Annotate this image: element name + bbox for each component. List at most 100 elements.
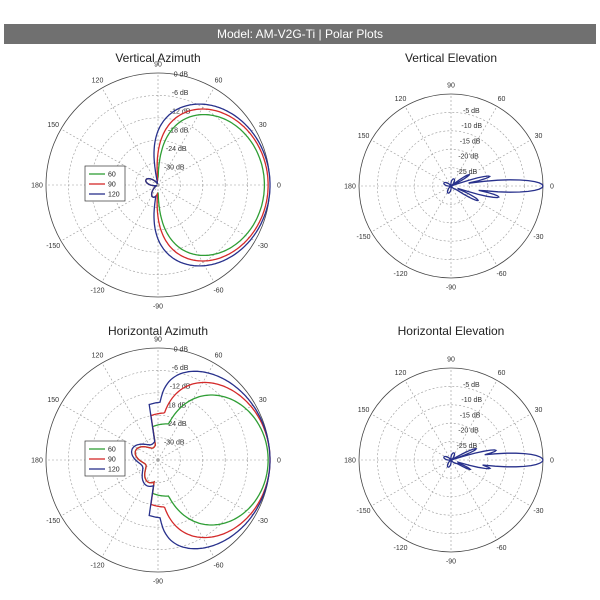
series-line-pattern (443, 173, 544, 202)
series-line-90 (134, 381, 271, 539)
angle-tick-label: -120 (393, 545, 407, 552)
legend: 60 90 120 (84, 440, 126, 477)
grid-spoke (371, 139, 452, 187)
radial-label: -6 dB (172, 90, 189, 97)
grid-ring (135, 162, 181, 208)
angle-tick-label: 120 (395, 370, 407, 377)
grid-spoke (157, 459, 215, 558)
radial-label: -15 dB (460, 138, 481, 145)
polar-chart-3: Horizontal Azimuth 0 30 60 90 120 150 180 -150 -1… (31, 324, 281, 586)
angle-tick-label: -60 (496, 271, 506, 278)
angle-tick-label: 60 (498, 370, 506, 377)
grid-ring (395, 404, 507, 516)
radial-label: -24 dB (166, 146, 187, 153)
grid-spoke (450, 459, 531, 507)
legend-entry: 60 (108, 447, 116, 454)
legend-entry: 120 (108, 192, 120, 199)
radial-label: -18 dB (168, 127, 189, 134)
angle-tick-label: 90 (154, 337, 162, 344)
grid-spoke (157, 184, 215, 283)
radial-label: -12 dB (170, 384, 191, 391)
legend-entry: 60 (108, 172, 116, 179)
polar-chart-4: Horizontal Elevation 0 30 60 90 120 150 180 -150… (344, 324, 554, 566)
angle-tick-label: -90 (446, 285, 456, 292)
page-header: Model: AM-V2G-Ti | Polar Plots (4, 24, 596, 44)
grid-spoke (450, 139, 531, 187)
angle-tick-label: 90 (447, 357, 455, 364)
grid-spoke (450, 380, 498, 461)
radial-label: -25 dB (457, 443, 478, 450)
radial-label: -5 dB (463, 108, 480, 115)
angle-tick-label: -150 (46, 518, 60, 525)
grid-spoke (101, 184, 159, 283)
angle-tick-label: 0 (550, 184, 554, 191)
radial-label: -20 dB (458, 428, 479, 435)
radial-label: -15 dB (460, 412, 481, 419)
angle-tick-label: 30 (535, 407, 543, 414)
angle-tick-label: -60 (213, 562, 223, 569)
grid-ring (90, 117, 226, 253)
angle-tick-label: 30 (535, 133, 543, 140)
grid-ring (90, 392, 226, 528)
angle-tick-label: -90 (153, 579, 163, 586)
grid-spoke (157, 459, 256, 517)
angle-tick-label: 180 (344, 184, 356, 191)
angle-tick-label: -120 (90, 287, 104, 294)
angle-tick-label: 120 (92, 353, 104, 360)
angle-tick-label: 60 (498, 96, 506, 103)
angle-tick-label: -120 (90, 562, 104, 569)
radial-label: 0 dB (174, 347, 189, 354)
grid-spoke (450, 413, 531, 461)
series-line-pattern (443, 448, 544, 471)
angle-tick-label: -60 (213, 287, 223, 294)
grid-spoke (450, 185, 498, 266)
grid-spoke (60, 128, 159, 186)
angle-tick-label: 0 (277, 183, 281, 190)
grid-spoke (101, 459, 159, 558)
header-title: Model: AM-V2G-Ti | Polar Plots (216, 27, 384, 41)
polar-chart-2: Vertical Elevation 0 30 60 90 120 150 180 -150 -1… (344, 51, 554, 292)
angle-tick-label: 0 (550, 458, 554, 465)
radial-label: -12 dB (170, 109, 191, 116)
radial-label: -10 dB (461, 123, 482, 130)
chart-title: Horizontal Elevation (398, 324, 505, 338)
chart-title: Vertical Azimuth (115, 51, 200, 65)
legend: 60 90 120 (84, 165, 126, 202)
angle-tick-label: -30 (258, 518, 268, 525)
grid-spoke (157, 403, 256, 461)
polar-chart-1: Vertical Azimuth 0 30 60 90 120 150 180 -150 -120… (31, 51, 281, 311)
grid-ring (432, 167, 470, 205)
legend-entry: 120 (108, 467, 120, 474)
angle-tick-label: 90 (154, 62, 162, 69)
angle-tick-label: -60 (496, 545, 506, 552)
radial-label: -20 dB (458, 154, 479, 161)
radial-label: -5 dB (463, 382, 480, 389)
grid-spoke (404, 459, 452, 540)
grid-spoke (157, 362, 215, 461)
grid-spoke (60, 403, 159, 461)
grid-spoke (371, 185, 452, 233)
grid-spoke (101, 87, 159, 186)
angle-tick-label: -150 (46, 243, 60, 250)
grid-spoke (450, 106, 498, 187)
angle-tick-label: 150 (47, 122, 59, 129)
angle-tick-label: -150 (357, 234, 371, 241)
grid-spoke (404, 185, 452, 266)
grid-spoke (157, 184, 256, 242)
angle-tick-label: 150 (358, 133, 370, 140)
angle-tick-label: 30 (259, 397, 267, 404)
chart-title: Vertical Elevation (405, 51, 497, 65)
grid-spoke (60, 459, 159, 517)
grid-spoke (371, 413, 452, 461)
radial-label: 0 dB (174, 72, 189, 79)
radial-label: 18 dB (168, 402, 187, 409)
angle-tick-label: -90 (153, 304, 163, 311)
grid-spoke (60, 184, 159, 242)
angle-tick-label: -30 (258, 243, 268, 250)
angle-tick-label: -120 (393, 271, 407, 278)
grid-spoke (101, 362, 159, 461)
angle-tick-label: 60 (215, 353, 223, 360)
angle-tick-label: -150 (357, 508, 371, 515)
grid-ring (395, 130, 507, 242)
